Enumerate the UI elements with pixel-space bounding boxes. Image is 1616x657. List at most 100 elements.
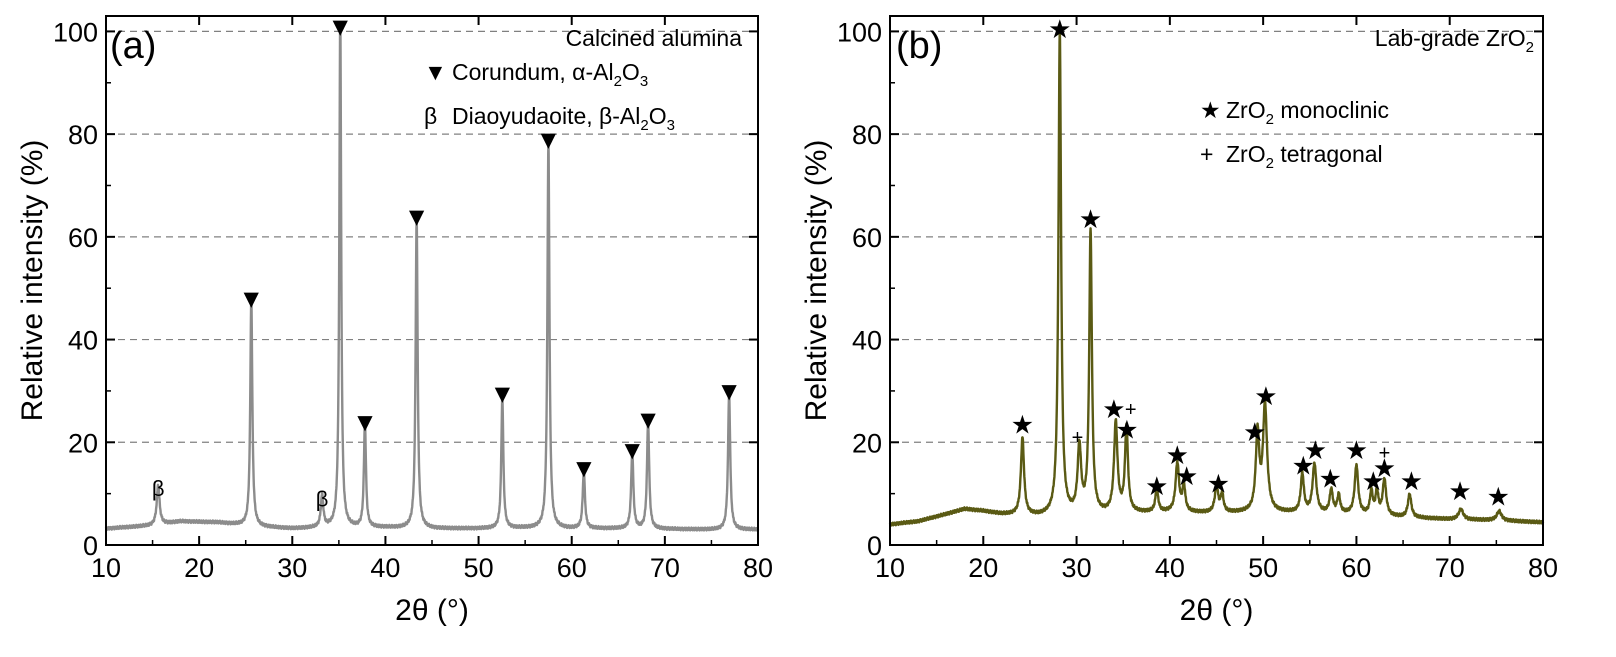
corundum-marker: ▼ [536,124,562,154]
x-tick-label: 70 [1435,553,1465,583]
y-tick-label: 100 [837,17,882,47]
beta-symbol: β [424,103,437,129]
monoclinic-marker: ★ [1011,409,1034,439]
monoclinic-marker: ★ [1145,471,1168,501]
legend-text: ZrO [1226,141,1266,167]
xrd-trace [888,29,1545,527]
legend-entry: β Diaoyudaoite, β-Al2O3 [424,103,675,134]
corundum-marker: ▼ [489,379,515,409]
legend-entry: ▼ Corundum, α-Al2O3 [424,59,648,90]
legend-sub: 2 [614,73,622,90]
legend-label: ZrO2 tetragonal [1226,141,1383,172]
monoclinic-marker: ★ [1207,468,1230,498]
y-tick-label: 100 [53,17,98,47]
y-axis-title: Relative intensity (%) [800,140,833,422]
x-tick-label: 80 [1528,553,1558,583]
y-tick-label: 60 [68,223,98,253]
x-tick-label: 60 [557,553,587,583]
x-tick-label: 60 [1341,553,1371,583]
x-tick-label: 20 [968,553,998,583]
legend-sub: 2 [640,117,648,134]
monoclinic-marker: ★ [1448,476,1471,506]
legend-label: ZrO2 monoclinic [1226,97,1389,128]
panel-label: (a) [110,25,156,67]
monoclinic-marker: ★ [1487,481,1510,511]
monoclinic-marker: ★ [1243,417,1266,447]
x-tick-label: 70 [650,553,680,583]
x-tick-label: 10 [91,553,121,583]
plus-icon: + [1200,141,1213,167]
legend-text: Diaoyudaoite, β-Al [452,103,640,129]
monoclinic-marker: ★ [1102,394,1125,424]
x-tick-label: 50 [1248,553,1278,583]
tetragonal-marker: + [1072,427,1084,449]
x-tick-label: 40 [370,553,400,583]
corundum-marker: ▼ [635,404,661,434]
monoclinic-marker: ★ [1400,466,1423,496]
monoclinic-marker: ★ [1079,204,1102,234]
legend-mid: O [622,59,640,85]
corundum-marker: ▼ [571,453,597,483]
plot-frame [889,15,1544,546]
legend-label: Corundum, α-Al2O3 [452,59,648,90]
xrd-trace [104,22,760,532]
corundum-marker: ▼ [404,201,430,231]
x-tick-label: 30 [277,553,307,583]
y-tick-label: 40 [68,326,98,356]
legend-sub: 2 [1266,155,1274,172]
legend-sub: 3 [667,117,675,134]
monoclinic-marker: ★ [1254,381,1277,411]
x-tick-label: 20 [184,553,214,583]
legend-mid: O [649,103,667,129]
x-tick-label: 80 [743,553,773,583]
triangle-down-icon: ▼ [424,59,447,85]
panel-label: (b) [896,25,942,67]
legend-mid: monoclinic [1274,97,1389,123]
monoclinic-marker: ★ [1373,453,1396,483]
monoclinic-marker: ★ [1362,466,1385,496]
x-axis-title: 2θ (°) [395,594,469,627]
y-axis-title: Relative intensity (%) [16,140,49,422]
panel-a: 10 20 30 40 50 60 70 80 0 20 40 60 80 100 2θ (°) Relati… [16,11,773,627]
y-tick-label: 20 [68,428,98,458]
corundum-marker: ▼ [327,11,353,41]
y-tick-label: 0 [83,531,98,561]
monoclinic-marker: ★ [1166,440,1189,470]
monoclinic-marker: ★ [1048,14,1071,44]
y-tick-label: 80 [852,120,882,150]
x-tick-label: 40 [1155,553,1185,583]
x-tick-label: 30 [1062,553,1092,583]
plot-frame [105,15,759,546]
legend-mid: tetragonal [1274,141,1383,167]
corundum-marker: ▼ [619,435,645,465]
monoclinic-marker: ★ [1319,463,1342,493]
legend-entry: ★ ZrO2 monoclinic [1200,97,1389,128]
legend-label: Diaoyudaoite, β-Al2O3 [452,103,675,134]
monoclinic-marker: ★ [1175,461,1198,491]
star-icon: ★ [1200,97,1221,123]
y-tick-label: 60 [852,223,882,253]
legend-text: ZrO [1226,97,1266,123]
monoclinic-marker: ★ [1115,415,1138,445]
corundum-marker: ▼ [716,376,742,406]
corundum-marker: ▼ [352,407,378,437]
y-tick-label: 20 [852,428,882,458]
diaoyudaoite-marker: β [316,486,329,511]
x-axis-title: 2θ (°) [1180,594,1254,627]
sample-name: Calcined alumina [566,25,743,51]
monoclinic-marker: ★ [1345,435,1368,465]
y-tick-label: 80 [68,120,98,150]
tetragonal-marker: + [1125,399,1137,421]
legend-entry: + ZrO2 tetragonal [1200,141,1383,172]
diaoyudaoite-marker: β [152,476,165,501]
corundum-marker: ▼ [238,284,264,314]
tetragonal-marker: + [1379,443,1391,465]
sample-name-text: Lab-grade ZrO [1375,25,1526,51]
monoclinic-marker: ★ [1292,450,1315,480]
sample-name-sub: 2 [1526,39,1534,56]
legend-text: Corundum, α-Al [452,59,614,85]
panel-b: 10 20 30 40 50 60 70 80 0 20 40 60 80 100 2θ (°) Relati… [800,14,1558,627]
y-tick-label: 40 [852,326,882,356]
